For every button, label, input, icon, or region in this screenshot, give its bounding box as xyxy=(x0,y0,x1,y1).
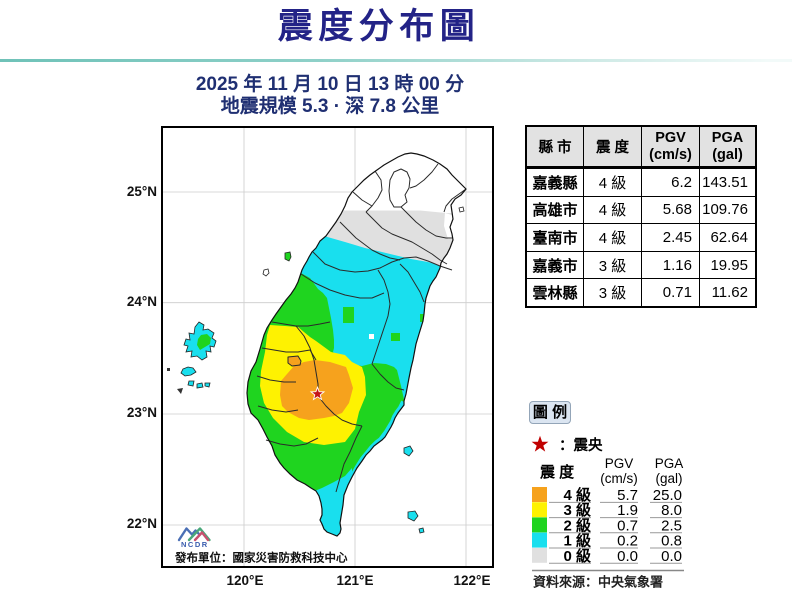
svg-text:3 級: 3 級 xyxy=(563,501,591,519)
svg-text:5.7: 5.7 xyxy=(617,487,638,504)
svg-text:0.8: 0.8 xyxy=(661,533,682,550)
svg-text:0 級: 0 級 xyxy=(563,547,591,565)
svg-text:資料來源：中央氣象署: 資料來源：中央氣象署 xyxy=(533,575,663,590)
svg-text:0.2: 0.2 xyxy=(617,533,638,550)
svg-text:8.0: 8.0 xyxy=(661,502,682,519)
svg-text:發布單位：國家災害防救科技中心: 發布單位：國家災害防救科技中心 xyxy=(174,551,348,565)
svg-text:2 級: 2 級 xyxy=(563,516,591,534)
svg-text:0.0: 0.0 xyxy=(661,548,682,565)
svg-text:25.0: 25.0 xyxy=(653,487,682,504)
svg-text:NCDR: NCDR xyxy=(181,540,209,549)
svg-text:1 級: 1 級 xyxy=(563,532,591,550)
svg-text:0.0: 0.0 xyxy=(617,548,638,565)
svg-text:1.9: 1.9 xyxy=(617,502,638,519)
svg-text:2.5: 2.5 xyxy=(661,517,682,534)
svg-text:：震央: ：震央 xyxy=(559,436,603,454)
svg-text:0.7: 0.7 xyxy=(617,517,638,534)
svg-text:4 級: 4 級 xyxy=(563,486,591,504)
